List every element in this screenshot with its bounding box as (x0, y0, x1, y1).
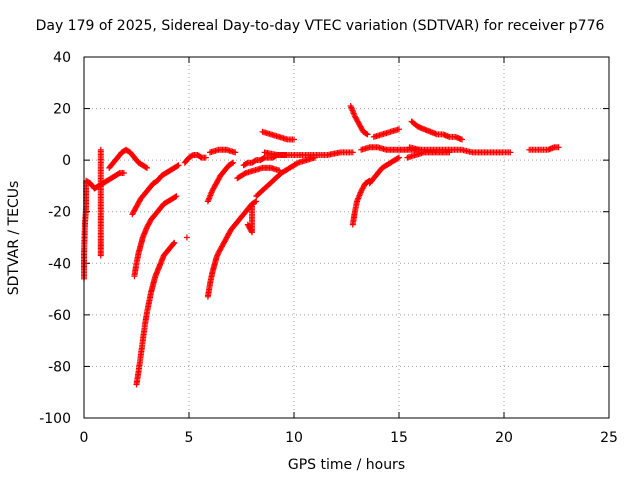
series-arc-b (97, 146, 104, 259)
data-point (249, 203, 255, 210)
x-tick-label: 10 (285, 430, 303, 446)
series-arc-d (133, 239, 178, 388)
data-points (81, 103, 562, 388)
data-point (291, 136, 297, 143)
x-tick-label: 25 (600, 430, 618, 446)
data-point (349, 149, 356, 156)
data-point (232, 149, 239, 156)
series-arc-z (526, 144, 562, 153)
series-arc-q (261, 149, 356, 158)
series-arc-f (129, 162, 182, 218)
x-tick-label: 15 (390, 430, 408, 446)
series-arc-n (253, 154, 318, 200)
series-arc-c (106, 146, 150, 171)
data-point (183, 234, 190, 241)
y-tick-label: 0 (62, 153, 71, 169)
series-arc-a (81, 170, 127, 282)
data-point (555, 144, 562, 151)
data-point (173, 193, 180, 200)
y-tick-label: -80 (48, 359, 71, 375)
x-axis-label: GPS time / hours (287, 457, 406, 473)
plot-frame (83, 56, 610, 419)
data-point (144, 164, 150, 171)
data-point (171, 239, 178, 246)
series-arc-e (131, 193, 180, 280)
y-tick-label: -40 (48, 256, 71, 272)
y-tick-label: -100 (39, 411, 71, 427)
series-arc-p (259, 128, 297, 143)
data-point (363, 130, 370, 137)
series-arc-r (347, 103, 371, 138)
data-point (446, 149, 453, 156)
data-point (172, 193, 179, 200)
x-tick-label: 20 (495, 430, 513, 446)
chart-title: Day 179 of 2025, Sidereal Day-to-day VTE… (35, 18, 605, 34)
data-point (507, 149, 514, 156)
data-point (276, 167, 283, 174)
y-tick-label: 40 (53, 50, 71, 66)
data-point (459, 136, 465, 143)
series-arc-g (183, 234, 190, 241)
grid (84, 57, 609, 418)
series-arc-k (207, 146, 239, 156)
series-arc-t (366, 154, 402, 187)
series-arc-j (204, 159, 237, 205)
y-tick-label: -20 (48, 205, 71, 221)
series-arc-m (244, 203, 255, 236)
series-arc-y (404, 149, 453, 161)
data-point (396, 154, 402, 161)
data-point (175, 162, 182, 169)
x-tick-label: 5 (185, 430, 194, 446)
series-arc-w (408, 118, 465, 143)
data-point (229, 160, 235, 167)
data-point (253, 198, 260, 205)
series-arc-i (204, 198, 260, 300)
series-arc-v (370, 126, 402, 140)
y-tick-label: 20 (53, 102, 71, 118)
axis-ticks: 0 5 10 15 20 25 -100 -80 -60 -40 -20 0 20 40 (39, 50, 618, 446)
data-point (364, 131, 371, 138)
series-arc-h (181, 152, 209, 166)
series-arc-o (234, 164, 283, 182)
data-point (396, 126, 402, 133)
data-point (170, 240, 177, 247)
x-tick-label: 0 (80, 430, 89, 446)
data-point (120, 170, 127, 176)
data-point (202, 154, 209, 161)
data-point (142, 164, 149, 171)
y-tick-label: -60 (48, 308, 71, 324)
data-point (97, 146, 104, 153)
data-point (230, 159, 237, 166)
